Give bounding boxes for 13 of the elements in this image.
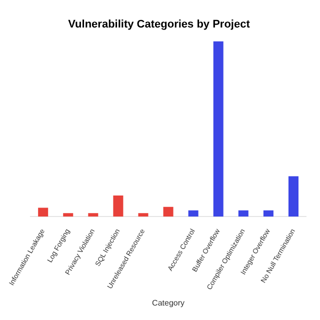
x-axis-title: Category <box>152 298 185 308</box>
bar <box>163 206 174 217</box>
chart-title: Vulnerability Categories by Project <box>68 18 250 31</box>
bar <box>188 210 198 217</box>
bar <box>113 196 124 217</box>
bar <box>38 208 48 217</box>
bar <box>238 210 248 217</box>
bar <box>288 176 298 217</box>
bar <box>263 210 274 217</box>
bar <box>213 41 224 217</box>
bar <box>63 213 74 217</box>
bar <box>138 213 148 217</box>
bar <box>88 213 98 217</box>
